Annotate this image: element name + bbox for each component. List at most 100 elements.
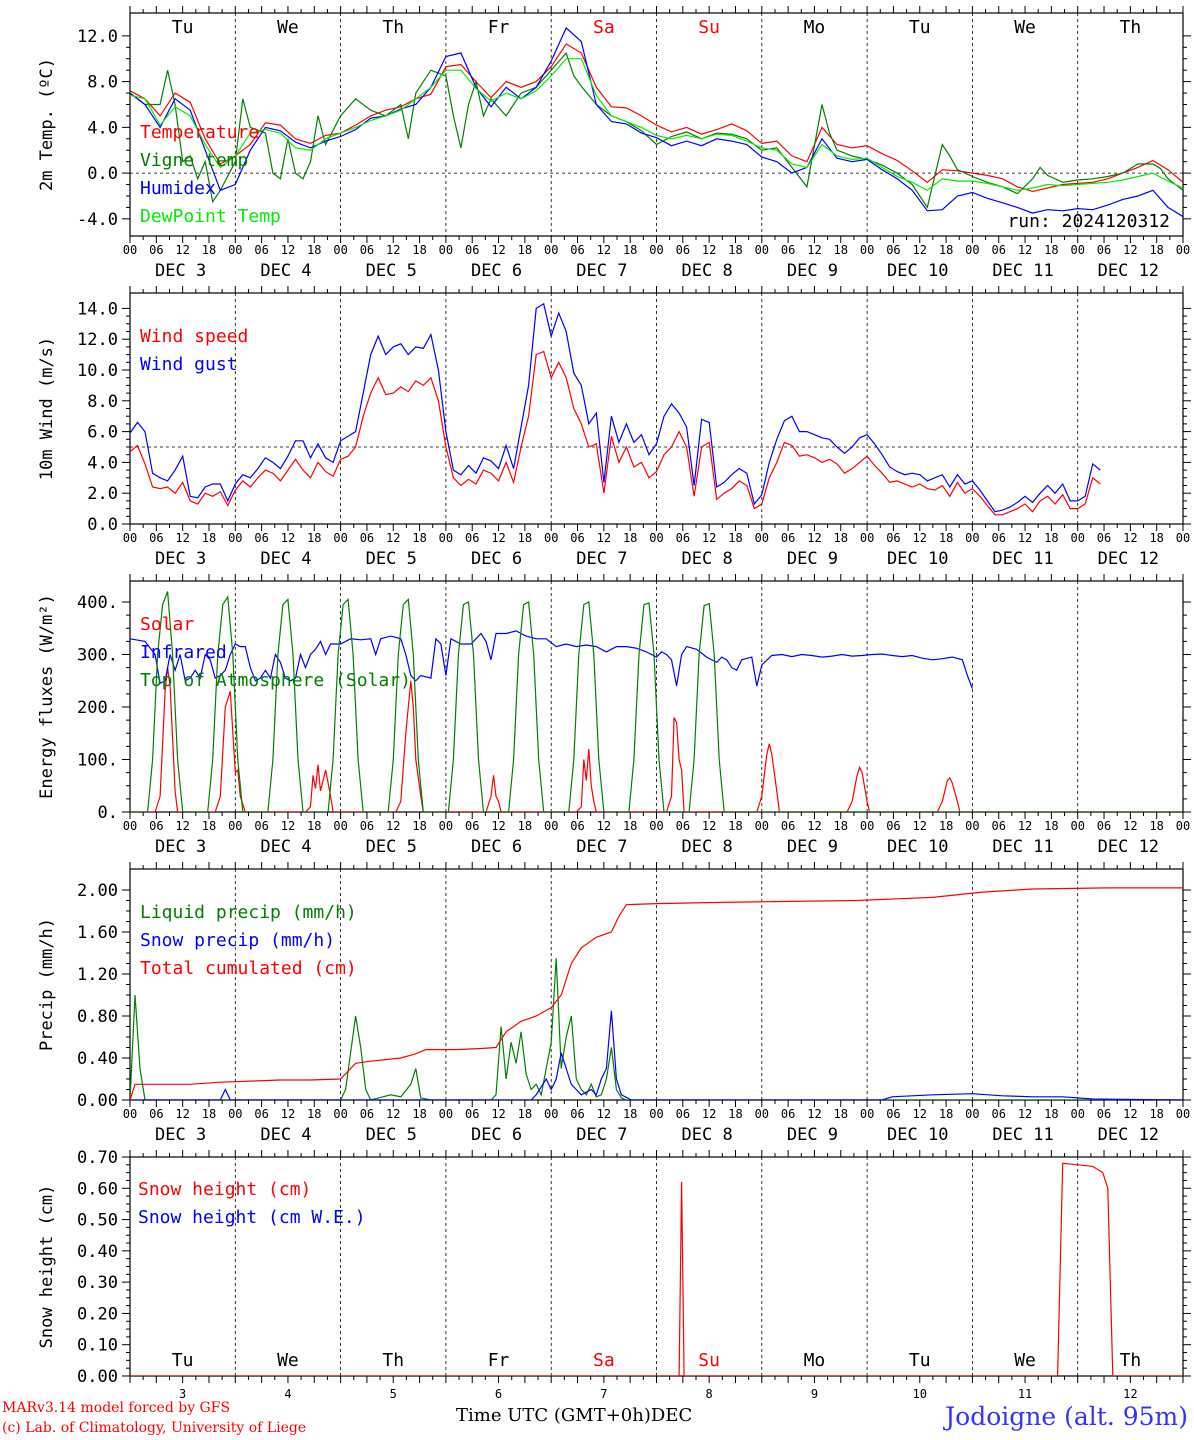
hour-tick-label: 18 bbox=[728, 819, 742, 833]
hour-tick-label: 00 bbox=[333, 819, 347, 833]
legend-entry: DewPoint Temp bbox=[140, 206, 281, 227]
date-label: DEC 6 bbox=[471, 1125, 522, 1145]
y-tick-label: 0.00 bbox=[77, 1367, 118, 1387]
y-tick-label: 8.0 bbox=[87, 392, 118, 412]
legend-entry: Temperature bbox=[140, 122, 259, 143]
hour-tick-label: 06 bbox=[676, 819, 690, 833]
y-tick-label: 0.0 bbox=[87, 164, 118, 184]
hour-tick-label: 18 bbox=[202, 1107, 216, 1121]
hour-tick-label: 06 bbox=[676, 243, 690, 257]
x-axis-time-label: Time UTC (GMT+0h) bbox=[456, 1405, 651, 1426]
y-tick-label: 0.80 bbox=[77, 1007, 118, 1027]
hour-tick-label: 00 bbox=[544, 1107, 558, 1121]
hour-tick-label: 00 bbox=[333, 531, 347, 545]
y-tick-label: 10.0 bbox=[77, 361, 118, 381]
weekday-label: Th bbox=[1120, 17, 1142, 38]
hour-tick-label: 12 bbox=[281, 1107, 295, 1121]
hour-tick-label: 06 bbox=[570, 531, 584, 545]
hour-tick-label: 12 bbox=[807, 531, 821, 545]
weekday-label: Fr bbox=[488, 17, 510, 38]
day-number-label: 9 bbox=[811, 1387, 818, 1401]
hour-tick-label: 06 bbox=[149, 243, 163, 257]
date-label: DEC 11 bbox=[992, 549, 1053, 569]
hour-tick-label: 00 bbox=[123, 819, 137, 833]
hour-tick-label: 12 bbox=[1018, 243, 1032, 257]
hour-tick-label: 12 bbox=[1123, 1107, 1137, 1121]
date-label: DEC 10 bbox=[887, 549, 948, 569]
hour-tick-label: 06 bbox=[991, 531, 1005, 545]
hour-tick-label: 12 bbox=[597, 819, 611, 833]
y-tick-label: 200. bbox=[77, 698, 118, 718]
hour-tick-label: 18 bbox=[307, 1107, 321, 1121]
y-tick-label: 0.50 bbox=[77, 1211, 118, 1231]
day-number-label: 3 bbox=[179, 1387, 186, 1401]
legend-entry: Snow height (cm W.E.) bbox=[138, 1207, 366, 1228]
y-tick-label: 0.20 bbox=[77, 1304, 118, 1324]
hour-tick-label: 00 bbox=[123, 531, 137, 545]
hour-tick-label: 06 bbox=[570, 243, 584, 257]
y-tick-label: 2.00 bbox=[77, 881, 118, 901]
hour-tick-label: 12 bbox=[386, 819, 400, 833]
x-axis-title: Time UTC (GMT+0h)DEC bbox=[456, 1405, 692, 1426]
series-line-snow-height-cm- bbox=[130, 1162, 1183, 1376]
date-label: DEC 8 bbox=[682, 837, 733, 857]
hour-tick-label: 00 bbox=[755, 243, 769, 257]
y-tick-label: 1.60 bbox=[77, 923, 118, 943]
date-label: DEC 6 bbox=[471, 261, 522, 281]
hour-tick-label: 06 bbox=[360, 1107, 374, 1121]
hour-tick-label: 12 bbox=[175, 531, 189, 545]
legend-entry: Humidex bbox=[140, 178, 216, 199]
legend-entry: Wind speed bbox=[140, 326, 248, 347]
hour-tick-label: 06 bbox=[781, 819, 795, 833]
y-tick-label: 0.40 bbox=[77, 1242, 118, 1262]
date-label: DEC 3 bbox=[155, 1125, 206, 1145]
day-number-label: 7 bbox=[600, 1387, 607, 1401]
date-label: DEC 3 bbox=[155, 837, 206, 857]
hour-tick-label: 18 bbox=[834, 819, 848, 833]
date-label: DEC 11 bbox=[992, 837, 1053, 857]
hour-tick-label: 12 bbox=[702, 819, 716, 833]
hour-tick-label: 18 bbox=[728, 531, 742, 545]
date-label: DEC 7 bbox=[576, 261, 627, 281]
hour-tick-label: 06 bbox=[465, 819, 479, 833]
date-label: DEC 3 bbox=[155, 549, 206, 569]
hour-tick-label: 00 bbox=[333, 243, 347, 257]
hour-tick-label: 12 bbox=[175, 1107, 189, 1121]
hour-tick-label: 12 bbox=[281, 243, 295, 257]
hour-tick-label: 06 bbox=[465, 1107, 479, 1121]
hour-tick-label: 12 bbox=[175, 243, 189, 257]
hour-tick-label: 12 bbox=[1018, 531, 1032, 545]
hour-tick-label: 12 bbox=[281, 819, 295, 833]
hour-tick-label: 00 bbox=[649, 1107, 663, 1121]
y-tick-label: 300. bbox=[77, 646, 118, 666]
weekday-label: Th bbox=[1120, 1350, 1142, 1371]
hour-tick-label: 18 bbox=[834, 1107, 848, 1121]
hour-tick-label: 12 bbox=[1018, 819, 1032, 833]
y-tick-label: 0.60 bbox=[77, 1179, 118, 1199]
series-line-total-cumulated-cm- bbox=[130, 887, 1183, 1100]
date-label: DEC 10 bbox=[887, 1125, 948, 1145]
hour-tick-label: 12 bbox=[913, 1107, 927, 1121]
hour-tick-label: 18 bbox=[623, 243, 637, 257]
hour-tick-label: 00 bbox=[965, 243, 979, 257]
hour-tick-label: 18 bbox=[834, 243, 848, 257]
y-axis-label: 10m Wind (m/s) bbox=[37, 337, 57, 480]
legend-entry: Solar bbox=[140, 614, 194, 635]
hour-tick-label: 12 bbox=[1123, 243, 1137, 257]
hour-tick-label: 06 bbox=[886, 1107, 900, 1121]
y-tick-label: 4.0 bbox=[87, 118, 118, 138]
date-label: DEC 3 bbox=[155, 261, 206, 281]
hour-tick-label: 00 bbox=[439, 819, 453, 833]
date-label: DEC 4 bbox=[260, 1125, 311, 1145]
hour-tick-label: 06 bbox=[149, 819, 163, 833]
date-label: DEC 6 bbox=[471, 549, 522, 569]
hour-tick-label: 18 bbox=[518, 531, 532, 545]
hour-tick-label: 12 bbox=[1123, 819, 1137, 833]
hour-tick-label: 18 bbox=[834, 531, 848, 545]
hour-tick-label: 00 bbox=[439, 243, 453, 257]
weekday-label: Tu bbox=[172, 17, 194, 38]
day-number-label: 10 bbox=[913, 1387, 927, 1401]
hour-tick-label: 00 bbox=[228, 819, 242, 833]
date-label: DEC 10 bbox=[887, 261, 948, 281]
